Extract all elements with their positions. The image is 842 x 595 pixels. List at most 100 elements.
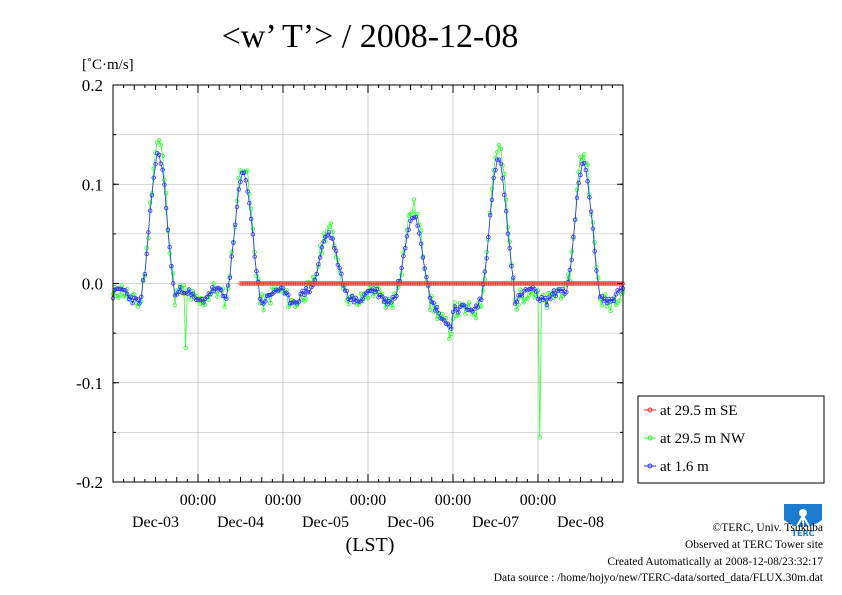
data-point	[381, 299, 387, 305]
data-point	[479, 297, 484, 302]
data-point	[181, 283, 187, 288]
data-point	[280, 286, 286, 291]
data-point	[415, 223, 420, 228]
data-point	[401, 253, 406, 259]
data-point	[266, 292, 272, 298]
data-point	[303, 296, 309, 301]
data-point	[470, 312, 475, 317]
data-point	[544, 305, 550, 311]
data-point	[169, 263, 174, 269]
data-point	[507, 246, 512, 251]
data-point	[172, 302, 178, 308]
data-point	[590, 220, 596, 225]
data-point	[186, 287, 192, 292]
data-point	[443, 321, 449, 326]
data-point	[503, 209, 509, 214]
data-point	[482, 269, 488, 274]
data-point	[183, 345, 188, 351]
data-point	[279, 285, 284, 291]
logo-text: TERC	[792, 529, 815, 538]
data-point	[599, 303, 604, 308]
data-point	[415, 211, 420, 217]
data-point	[594, 268, 599, 273]
data-point	[567, 267, 573, 273]
x-axis-label: (LST)	[346, 534, 395, 556]
data-point	[250, 232, 256, 237]
data-point	[284, 287, 289, 293]
data-point	[472, 307, 477, 312]
data-point	[243, 178, 249, 183]
data-point	[165, 227, 171, 232]
unit-label: [˚C·m/s]	[82, 57, 134, 73]
data-point	[495, 149, 500, 155]
legend-marker	[647, 435, 653, 441]
x-tick-date-label: Dec-06	[387, 514, 434, 531]
data-point	[234, 198, 240, 204]
data-point	[268, 301, 273, 306]
data-point	[146, 230, 151, 235]
data-point	[523, 296, 528, 302]
series-0	[238, 281, 626, 286]
data-point	[502, 192, 507, 197]
data-point	[482, 277, 488, 282]
data-point	[585, 179, 590, 184]
data-point	[163, 190, 169, 196]
data-point	[317, 255, 323, 260]
axes: 0.20.10.0-0.1-0.200:00Dec-0300:00Dec-040…	[76, 76, 624, 531]
data-point	[590, 226, 596, 231]
legend-marker	[647, 463, 653, 469]
data-point	[337, 265, 342, 271]
data-point	[248, 216, 254, 222]
data-point	[135, 304, 140, 309]
data-point	[121, 287, 126, 293]
data-point	[240, 170, 245, 176]
data-point	[160, 167, 165, 172]
data-point	[339, 271, 344, 276]
data-point	[580, 157, 585, 162]
data-point	[147, 200, 153, 205]
data-point	[360, 296, 365, 301]
data-point	[592, 249, 597, 254]
data-point	[518, 287, 523, 292]
data-point	[319, 245, 325, 250]
data-point	[495, 157, 500, 162]
x-tick-time-label: 00:00	[435, 492, 471, 509]
data-point	[574, 187, 580, 192]
x-tick-time-label: 00:00	[350, 492, 386, 509]
data-point	[167, 245, 172, 250]
data-point	[245, 189, 250, 194]
data-point	[252, 254, 257, 259]
data-point	[530, 291, 535, 296]
series-group	[110, 138, 626, 440]
data-point	[130, 301, 135, 306]
x-tick-date-label: Dec-07	[472, 514, 519, 531]
terc-logo-icon: TERC	[780, 502, 826, 543]
data-point	[321, 231, 326, 236]
data-point	[158, 161, 164, 166]
data-point	[390, 305, 395, 310]
data-point	[330, 236, 335, 241]
data-point	[151, 175, 156, 180]
y-tick-label: -0.2	[76, 473, 103, 492]
legend: at 29.5 m SE at 29.5 m NW at 1.6 m	[637, 395, 825, 484]
data-point	[617, 298, 622, 303]
created-text: Created Automatically at 2008-12-08/23:3…	[607, 556, 823, 568]
data-point	[139, 294, 144, 299]
data-point	[208, 291, 213, 297]
data-point	[140, 277, 146, 283]
data-point	[548, 297, 553, 302]
x-tick-time-label: 00:00	[265, 492, 301, 509]
data-point	[456, 309, 461, 315]
y-tick-label: 0.0	[82, 275, 103, 294]
data-point	[424, 275, 429, 280]
data-point	[178, 284, 183, 290]
data-point	[296, 299, 302, 304]
data-point	[537, 435, 542, 440]
data-point	[153, 161, 158, 167]
data-point	[410, 210, 415, 215]
data-point	[509, 263, 514, 269]
data-point	[220, 293, 225, 299]
data-point	[420, 255, 426, 260]
data-point	[585, 162, 590, 167]
data-point	[123, 288, 128, 293]
